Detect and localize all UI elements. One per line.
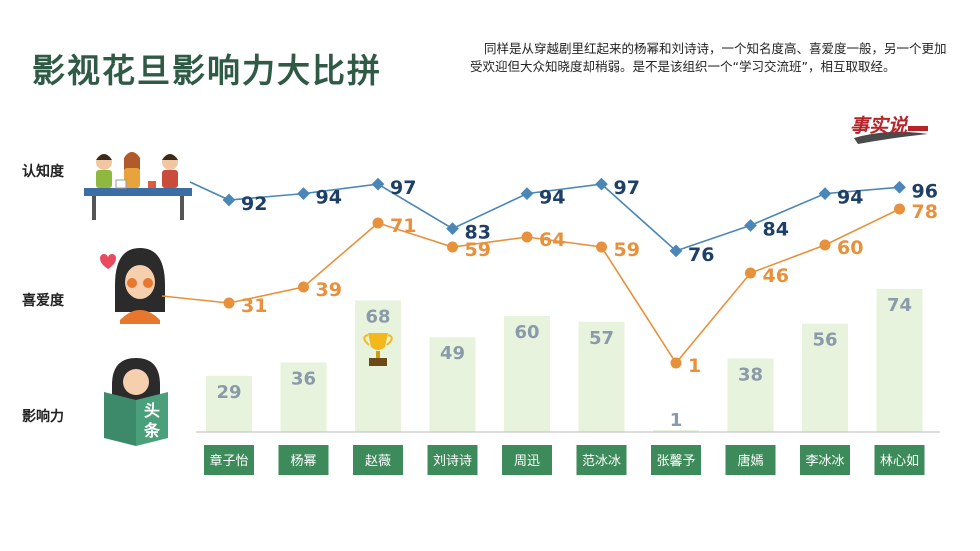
recognition-value-label: 96 (912, 180, 938, 202)
influence-value-label: 29 (216, 382, 241, 403)
influence-bar (578, 321, 625, 432)
likeability-point (596, 241, 607, 253)
influence-value-label: 74 (887, 295, 912, 316)
likeability-value-label: 59 (614, 239, 640, 261)
influence-value-label: 36 (291, 368, 316, 389)
meeting-people-icon (84, 152, 192, 220)
recognition-value-label: 94 (539, 187, 565, 209)
recognition-point (744, 219, 757, 232)
likeability-point (223, 297, 235, 309)
influence-bar (504, 315, 550, 432)
recognition-value-label: 76 (688, 244, 714, 266)
category-name-box (204, 445, 254, 475)
recognition-point (222, 193, 236, 207)
influence-bar (206, 375, 252, 432)
influence-bar (727, 358, 774, 432)
recognition-point (297, 187, 310, 201)
likeability-value-label: 31 (241, 295, 267, 317)
svg-text:事实说: 事实说 (850, 115, 909, 137)
recognition-point (446, 222, 459, 235)
row-label-influence: 影响力 (22, 409, 64, 425)
likeability-point (298, 281, 309, 293)
category-name-box (874, 445, 925, 475)
recognition-value-label: 92 (241, 193, 267, 215)
recognition-value-label: 97 (614, 177, 640, 199)
category-name-box (278, 445, 329, 475)
likeability-point (894, 203, 905, 215)
trophy-icon (363, 333, 393, 366)
influence-bar (653, 430, 699, 432)
reading-girl-icon: 头 条 (104, 358, 168, 446)
influence-value-label: 1 (670, 410, 683, 431)
influence-value-label: 49 (440, 343, 465, 364)
category-name-box (502, 445, 552, 475)
category-name-label: 周迅 (514, 454, 540, 469)
recognition-point (893, 180, 906, 194)
page-title: 影视花旦影响力大比拼 (32, 51, 382, 90)
likeability-point (372, 217, 384, 229)
svg-text:条: 条 (143, 421, 161, 440)
likeability-value-label: 60 (837, 237, 863, 259)
category-name-label: 杨幂 (290, 454, 316, 469)
category-name-box (651, 445, 701, 475)
category-name-box (576, 445, 627, 475)
recognition-point (520, 187, 534, 201)
category-name-label: 李冰冰 (805, 454, 844, 469)
likeability-value-label: 59 (465, 239, 491, 261)
influence-value-label: 68 (365, 306, 390, 327)
influence-value-label: 57 (589, 328, 614, 349)
likeability-value-label: 71 (390, 215, 416, 237)
recognition-value-label: 94 (316, 187, 342, 209)
subtitle-text: 同样是从穿越剧里红起来的杨幂和刘诗诗，一个知名度高、喜爱度一般，另一个更加受欢迎… (470, 41, 947, 74)
likeability-value-label: 78 (912, 201, 938, 223)
recognition-point (371, 177, 385, 191)
likeability-value-label: 39 (316, 279, 342, 301)
category-name-box (427, 445, 478, 475)
category-name-label: 张馨予 (656, 453, 695, 469)
category-name-box (353, 445, 403, 475)
likeability-value-label: 1 (688, 355, 701, 377)
likeability-value-label: 64 (539, 229, 565, 251)
category-name-label: 唐嫣 (737, 453, 763, 469)
row-label-likeability: 喜爱度 (22, 293, 64, 309)
recognition-point (818, 187, 832, 201)
svg-text:头: 头 (144, 401, 160, 420)
recognition-value-label: 83 (465, 222, 491, 244)
influence-value-label: 56 (812, 330, 837, 351)
likeability-point (521, 231, 533, 243)
category-name-label: 林心如 (880, 453, 919, 469)
recognition-value-label: 97 (390, 177, 416, 199)
likeability-value-label: 46 (763, 265, 789, 287)
brand-logo: 事实说 (850, 115, 928, 144)
likeability-point (447, 241, 458, 253)
category-name-label: 赵薇 (365, 454, 391, 469)
category-name-box (725, 445, 776, 475)
recognition-value-label: 94 (837, 187, 863, 209)
influence-bar (280, 362, 327, 432)
influence-value-label: 60 (514, 322, 539, 343)
influence-bar (802, 323, 848, 432)
category-name-label: 刘诗诗 (433, 454, 472, 469)
influence-bar (876, 288, 923, 432)
influence-bar (355, 300, 401, 432)
girl-heart-icon (100, 248, 165, 324)
likeability-point (819, 239, 831, 251)
recognition-value-label: 84 (763, 218, 789, 240)
likeability-point (745, 267, 756, 279)
category-name-label: 章子怡 (209, 453, 248, 469)
influence-value-label: 38 (738, 365, 763, 386)
category-name-label: 范冰冰 (582, 454, 621, 469)
category-name-box (800, 445, 850, 475)
influence-bar (429, 337, 476, 432)
row-label-recognition: 认知度 (22, 164, 64, 180)
likeability-point (670, 357, 682, 369)
